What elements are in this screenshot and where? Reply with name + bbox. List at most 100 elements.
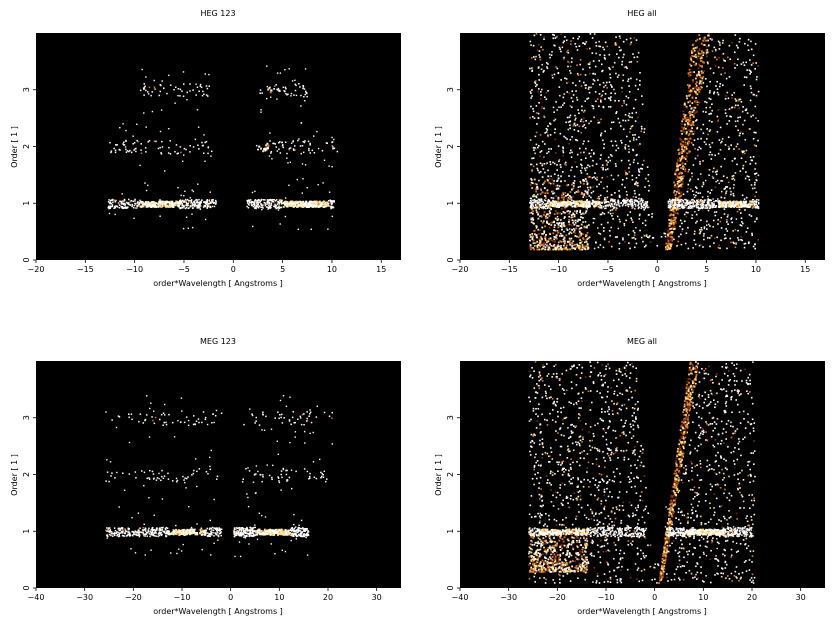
data-point <box>574 235 577 237</box>
data-point <box>572 37 575 39</box>
data-point <box>610 174 613 177</box>
data-point <box>692 201 695 204</box>
data-point <box>695 206 698 208</box>
data-point <box>712 205 715 207</box>
data-point <box>269 207 271 209</box>
data-point <box>730 190 732 193</box>
y-tick-label: 3 <box>22 87 31 92</box>
data-point <box>333 138 335 141</box>
data-point <box>108 212 111 215</box>
data-point <box>584 127 587 129</box>
data-point <box>539 171 542 173</box>
data-point <box>701 202 703 204</box>
data-point <box>274 203 276 206</box>
data-point <box>749 99 752 102</box>
data-point <box>691 71 694 74</box>
data-point <box>574 119 576 121</box>
data-point <box>582 196 584 198</box>
data-point <box>680 194 682 197</box>
data-point <box>691 201 693 204</box>
data-point <box>531 212 534 215</box>
data-point <box>633 231 636 234</box>
data-point <box>284 86 287 89</box>
data-point <box>738 134 741 137</box>
data-point <box>714 65 717 67</box>
data-point <box>588 122 590 125</box>
data-point <box>139 199 141 202</box>
data-point <box>543 115 545 118</box>
data-point <box>592 217 594 220</box>
data-point <box>685 211 688 214</box>
data-point <box>738 41 741 43</box>
data-point <box>204 141 206 144</box>
data-point <box>574 221 577 224</box>
data-point <box>717 246 720 249</box>
data-point <box>585 210 588 212</box>
data-point <box>213 535 215 537</box>
data-point <box>635 196 637 198</box>
data-point <box>634 238 637 240</box>
data-point <box>687 101 690 104</box>
data-point <box>737 47 739 49</box>
data-point <box>586 227 588 229</box>
data-point <box>679 219 682 222</box>
data-point <box>739 116 741 118</box>
data-point <box>615 36 617 38</box>
data-point <box>587 246 589 249</box>
data-point <box>250 203 253 205</box>
data-point <box>601 207 604 209</box>
data-point <box>671 202 674 204</box>
data-point <box>723 188 726 190</box>
data-point <box>137 204 139 206</box>
data-point <box>631 237 634 239</box>
data-point <box>709 151 712 153</box>
data-point <box>691 205 693 207</box>
data-point <box>599 213 602 216</box>
data-point <box>613 202 616 205</box>
data-point <box>696 93 699 96</box>
data-point <box>692 80 694 83</box>
data-point <box>672 204 674 207</box>
data-point <box>550 148 552 150</box>
data-point <box>563 196 565 199</box>
data-point <box>684 242 687 245</box>
data-point <box>561 228 563 231</box>
data-point <box>625 219 627 222</box>
data-point <box>537 146 539 149</box>
data-point <box>565 121 567 124</box>
data-point <box>544 237 547 240</box>
data-point <box>608 53 611 56</box>
data-point <box>153 140 156 142</box>
data-point <box>607 97 610 99</box>
data-point <box>702 132 705 134</box>
data-point <box>558 158 561 161</box>
data-point <box>564 136 567 139</box>
data-point <box>677 207 679 209</box>
data-point <box>531 57 533 59</box>
data-point <box>692 49 694 52</box>
data-point <box>595 163 598 165</box>
data-point <box>668 248 671 250</box>
data-point <box>298 201 301 204</box>
data-point <box>153 79 155 82</box>
data-point <box>622 119 624 122</box>
data-point <box>566 240 569 243</box>
data-point <box>550 244 552 247</box>
data-point <box>634 120 637 122</box>
data-point <box>572 100 574 103</box>
data-point <box>580 223 583 226</box>
data-point <box>735 100 737 102</box>
data-point <box>652 237 655 239</box>
data-point <box>723 213 726 215</box>
data-point <box>195 205 198 207</box>
data-point <box>723 237 726 240</box>
data-point <box>681 204 683 207</box>
data-point <box>552 248 555 251</box>
data-point <box>737 116 739 119</box>
data-point <box>599 233 602 235</box>
data-point <box>539 244 541 247</box>
data-point <box>531 157 533 160</box>
data-point <box>196 86 199 88</box>
data-point <box>591 37 594 39</box>
